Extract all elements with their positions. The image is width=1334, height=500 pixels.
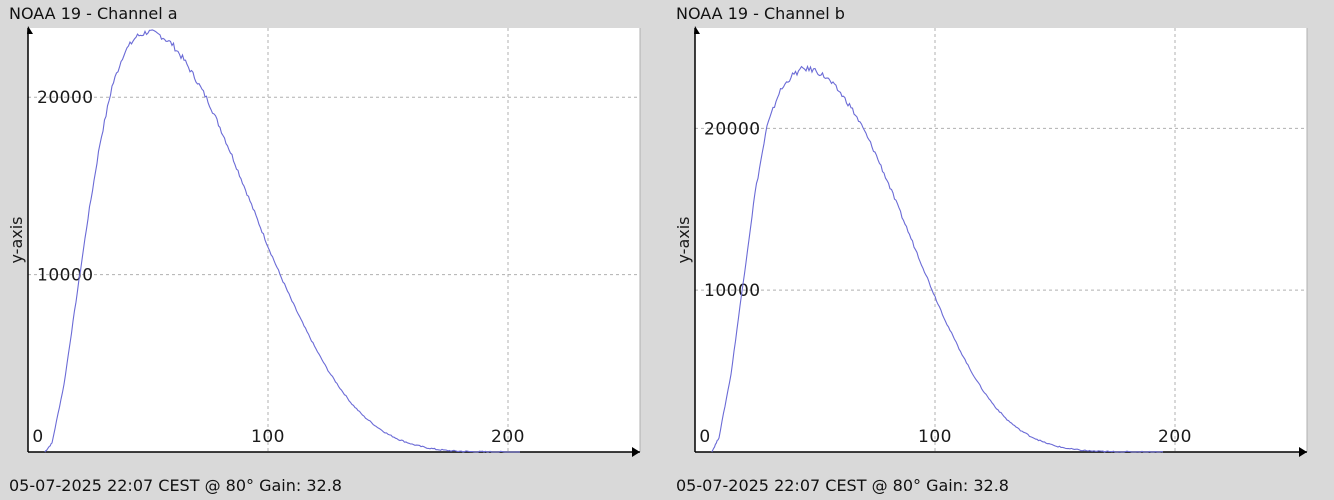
y-axis-title: y-axis [674,216,693,263]
line-chart: 0 100 200 10000 20000 y-axis [674,26,1308,457]
plot-area [695,28,1307,452]
y-tick-label: 20000 [704,119,761,139]
plot-area [28,28,640,452]
series-line [711,64,1164,453]
y-tick-label: 20000 [37,88,94,108]
chart-title: NOAA 19 - Channel b [676,4,845,23]
y-axis-title: y-axis [7,216,26,263]
line-chart: 0 100 200 10000 20000 y-axis [7,26,641,457]
y-tick-label: 10000 [704,281,761,301]
x-tick-label: 200 [491,427,525,447]
x-axis-arrow-icon [1299,447,1307,457]
x-axis-arrow-icon [632,447,640,457]
timestamp-gain-label: 05-07-2025 22:07 CEST @ 80° Gain: 32.8 [9,476,342,495]
y-axis-arrow-icon [27,26,33,34]
x-tick-label: 0 [699,427,710,447]
timestamp-gain-label: 05-07-2025 22:07 CEST @ 80° Gain: 32.8 [676,476,1009,495]
x-tick-label: 200 [1158,427,1192,447]
y-tick-label: 10000 [37,266,94,286]
chart-panel-a: NOAA 19 - Channel a 0 100 200 10000 20000 y-a… [7,4,641,495]
x-tick-label: 100 [251,427,285,447]
x-tick-label: 100 [918,427,952,447]
series-line [44,29,520,453]
chart-title: NOAA 19 - Channel a [9,4,178,23]
y-axis-arrow-icon [694,26,700,34]
x-tick-label: 0 [32,427,43,447]
chart-panel-b: NOAA 19 - Channel b 0 100 200 10000 20000 y-a… [667,0,1334,500]
